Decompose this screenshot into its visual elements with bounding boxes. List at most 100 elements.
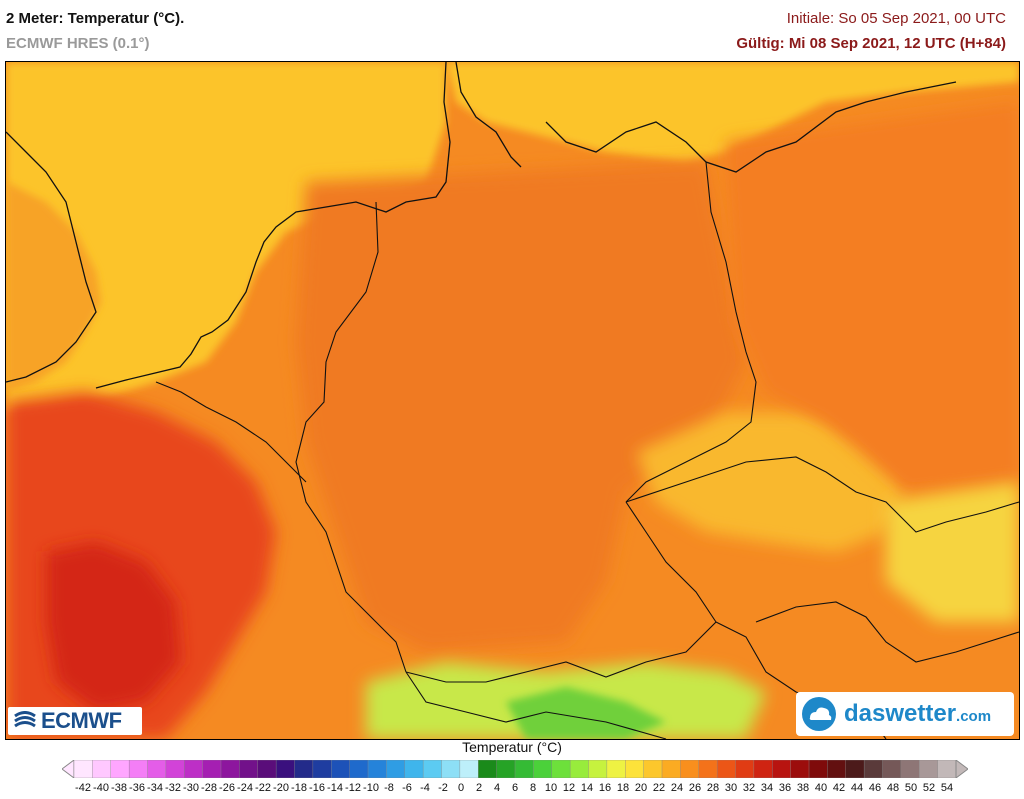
scale-tick-label: -12 bbox=[345, 782, 361, 794]
scale-swatch bbox=[367, 760, 388, 778]
scale-swatch bbox=[441, 760, 461, 778]
country-borders bbox=[155, 161, 1019, 739]
scale-swatch bbox=[661, 760, 682, 778]
scale-swatch bbox=[625, 760, 645, 778]
north-sea-yellow-field bbox=[6, 62, 446, 412]
scale-tick-label: -42 bbox=[75, 782, 91, 794]
scale-swatch bbox=[643, 760, 663, 778]
scale-arrow-max bbox=[955, 760, 968, 778]
scale-swatch bbox=[128, 760, 149, 778]
scale-swatch bbox=[772, 760, 792, 778]
init-time: Initiale: So 05 Sep 2021, 00 UTC bbox=[786, 10, 1006, 27]
scale-swatch bbox=[698, 760, 718, 778]
scale-swatch bbox=[808, 760, 829, 778]
scale-swatch bbox=[680, 760, 700, 778]
scale-swatch bbox=[275, 760, 296, 778]
scale-tick-label: 2 bbox=[475, 782, 483, 794]
scale-tick-label: -36 bbox=[129, 782, 145, 794]
coastlines bbox=[6, 62, 957, 389]
scale-swatch bbox=[202, 760, 222, 778]
scale-tick-label: 52 bbox=[922, 782, 936, 794]
scale-tick-label: -34 bbox=[147, 782, 163, 794]
scale-swatch bbox=[386, 760, 406, 778]
scale-tick-label: 38 bbox=[796, 782, 810, 794]
scale-swatch bbox=[827, 760, 847, 778]
poland-orange-field bbox=[726, 102, 1019, 492]
scale-swatch bbox=[459, 760, 479, 778]
scale-tick-label: -22 bbox=[255, 782, 271, 794]
temperature-map[interactable] bbox=[5, 61, 1020, 740]
alps-green-field bbox=[506, 687, 666, 739]
scale-swatch bbox=[239, 760, 259, 778]
daswetter-logo-main: daswetter bbox=[844, 700, 957, 727]
scale-tick-label: 16 bbox=[598, 782, 612, 794]
scale-tick-label: 12 bbox=[562, 782, 576, 794]
ecmwf-logo[interactable]: ECMWF bbox=[8, 707, 142, 735]
scale-tick-label: 22 bbox=[652, 782, 666, 794]
ecmwf-swirl-icon bbox=[14, 711, 36, 728]
scale-swatch bbox=[919, 760, 939, 778]
scale-tick-label: 26 bbox=[688, 782, 702, 794]
scale-arrow-min bbox=[62, 760, 75, 778]
scale-swatch bbox=[312, 760, 332, 778]
daswetter-logo-tld: .com bbox=[956, 708, 992, 725]
slovakia-yellow-field bbox=[886, 482, 1019, 622]
scale-tick-label: -20 bbox=[273, 782, 289, 794]
scale-tick-label: 24 bbox=[670, 782, 684, 794]
scale-swatch bbox=[404, 760, 424, 778]
scale-swatch bbox=[753, 760, 773, 778]
scale-swatch bbox=[937, 760, 957, 778]
scale-swatch bbox=[110, 760, 130, 778]
temperature-color-scale bbox=[62, 760, 968, 778]
czech-yellow-field bbox=[636, 412, 906, 552]
temperature-scale-ticks: -42 -40 -38 -36 -34 -32 -30 -28 -26 -24 -22 -20 -18-… bbox=[0, 782, 1024, 796]
scale-tick-label: -28 bbox=[201, 782, 217, 794]
germany-warm-field bbox=[296, 162, 746, 652]
valid-time: Gültig: Mi 08 Sep 2021, 12 UTC (H+84) bbox=[736, 35, 1006, 52]
scale-swatch bbox=[478, 760, 498, 778]
daswetter-logo-text: daswetter.com bbox=[844, 700, 991, 728]
scale-swatch bbox=[220, 760, 241, 778]
scale-tick-label: 36 bbox=[778, 782, 792, 794]
scale-swatch bbox=[716, 760, 737, 778]
model-label: ECMWF HRES (0.1°) bbox=[6, 35, 150, 52]
scale-tick-label: 44 bbox=[850, 782, 864, 794]
scale-swatch bbox=[147, 760, 167, 778]
scale-swatch bbox=[900, 760, 920, 778]
scale-swatch bbox=[257, 760, 277, 778]
scale-swatch bbox=[184, 760, 204, 778]
scale-swatch bbox=[845, 760, 865, 778]
scale-tick-label: -14 bbox=[327, 782, 343, 794]
map-title: 2 Meter: Temperatur (°C). bbox=[6, 10, 185, 27]
daswetter-logo[interactable]: daswetter.com bbox=[796, 692, 1014, 736]
scale-tick-label: -18 bbox=[291, 782, 307, 794]
scale-tick-label: 30 bbox=[724, 782, 738, 794]
scale-swatch bbox=[331, 760, 351, 778]
france-hottest-field bbox=[46, 542, 181, 712]
scale-swatch bbox=[165, 760, 185, 778]
scale-tick-label: -4 bbox=[420, 782, 430, 794]
scale-swatch bbox=[735, 760, 755, 778]
scale-swatch bbox=[533, 760, 553, 778]
scale-tick-label: 6 bbox=[511, 782, 519, 794]
scale-tick-label: -6 bbox=[402, 782, 412, 794]
scale-tick-label: 46 bbox=[868, 782, 882, 794]
scale-tick-label: 34 bbox=[760, 782, 774, 794]
map-canvas bbox=[6, 62, 1019, 739]
scale-tick-label: 8 bbox=[529, 782, 537, 794]
scale-tick-label: 40 bbox=[814, 782, 828, 794]
legend-title: Temperatur (°C) bbox=[462, 739, 562, 755]
scale-swatch bbox=[294, 760, 314, 778]
scale-swatch bbox=[496, 760, 516, 778]
scale-tick-label: 54 bbox=[940, 782, 954, 794]
scale-swatch bbox=[92, 760, 112, 778]
scale-tick-label: 32 bbox=[742, 782, 756, 794]
scale-tick-label: 10 bbox=[544, 782, 558, 794]
scale-tick-label: -8 bbox=[384, 782, 394, 794]
scale-swatch bbox=[551, 760, 571, 778]
scale-tick-label: -26 bbox=[219, 782, 235, 794]
scale-swatch bbox=[882, 760, 902, 778]
scale-tick-label: 20 bbox=[634, 782, 648, 794]
scale-tick-label: 0 bbox=[457, 782, 465, 794]
scale-swatch bbox=[569, 760, 590, 778]
